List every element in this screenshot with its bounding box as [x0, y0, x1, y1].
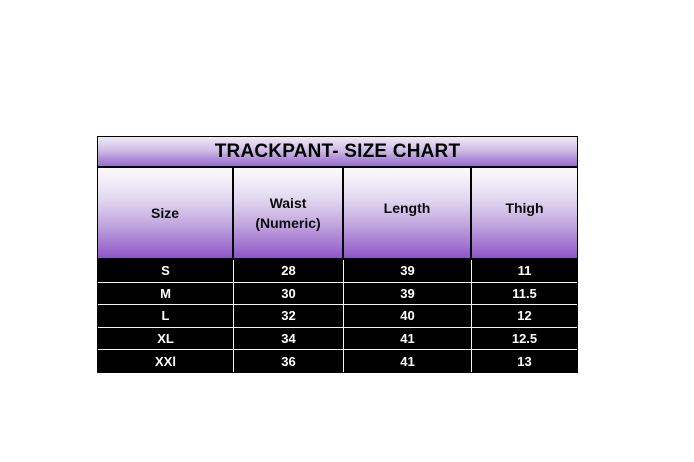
column-header-thigh-label: Thigh [505, 199, 544, 216]
column-header-size: Size [98, 168, 234, 260]
cell-waist: 28 [234, 260, 344, 282]
cell-waist: 32 [234, 305, 344, 327]
cell-thigh: 12 [517, 308, 532, 324]
table-row: S 28 39 11 [98, 260, 577, 283]
cell-size: L [98, 305, 234, 327]
cell-thigh: 11 [517, 263, 532, 279]
table-row: M 30 39 11.5 [98, 282, 577, 306]
column-header-waist-sublabel: (Numeric) [255, 215, 321, 231]
cell-length: 39 [344, 260, 472, 282]
column-header-waist-label: Waist [269, 194, 307, 211]
page-title: TRACKPANT- SIZE CHART [214, 140, 461, 162]
cell-length: 41 [344, 327, 472, 350]
column-header-waist: Waist (Numeric) [234, 168, 344, 260]
cell-length: 40 [344, 305, 472, 327]
column-header-length-label: Length [383, 199, 431, 216]
cell-waist: 36 [234, 350, 344, 372]
column-header-length: Length [344, 168, 472, 260]
cell-length: 41 [344, 350, 472, 372]
table-body: S 28 39 11 M 30 39 11.5 L 32 40 12 XL 34… [98, 260, 577, 372]
cell-waist: 30 [234, 282, 344, 305]
table-row: XXl 36 41 13 [98, 350, 577, 372]
table-header-row: Size Waist (Numeric) Length Thigh [98, 168, 577, 260]
cell-length: 39 [344, 282, 472, 305]
cell-size: XXl [98, 350, 234, 372]
cell-thigh: 12.5 [511, 331, 538, 347]
cell-size: M [98, 282, 234, 305]
column-header-size-label: Size [150, 204, 179, 221]
table-row: XL 34 41 12.5 [98, 327, 577, 351]
cell-size: S [98, 260, 234, 282]
table-row: L 32 40 12 [98, 305, 577, 328]
cell-thigh: 11.5 [512, 285, 537, 301]
cell-size: XL [98, 327, 234, 350]
cell-waist: 34 [234, 327, 344, 350]
cell-thigh: 13 [517, 353, 532, 369]
column-header-thigh: Thigh [472, 168, 577, 260]
chart-title-bar: TRACKPANT- SIZE CHART [98, 137, 577, 168]
size-chart-table: TRACKPANT- SIZE CHART Size Waist (Numeri… [97, 136, 578, 373]
